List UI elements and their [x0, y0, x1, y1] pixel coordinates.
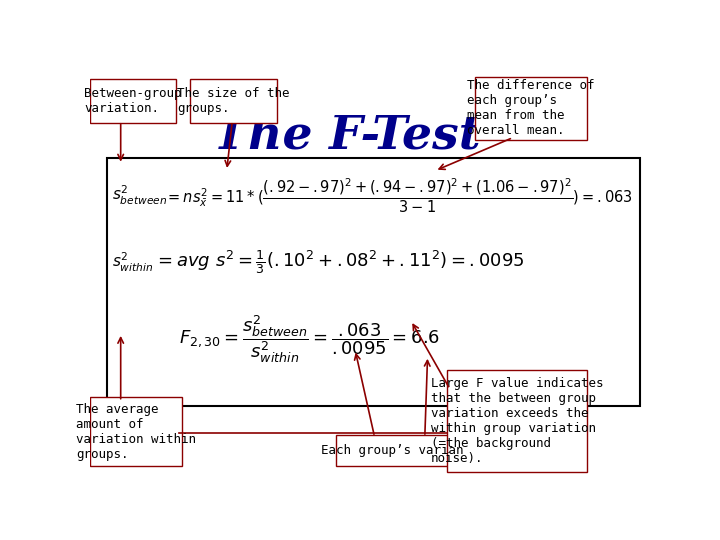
FancyBboxPatch shape — [475, 77, 587, 140]
Text: $= ns^2_{\bar{x}} = 11*(\dfrac{(.92-.97)^2+(.94-.97)^2+(1.06-.97)^2}{3-1}) = .06: $= ns^2_{\bar{x}} = 11*(\dfrac{(.92-.97)… — [166, 177, 633, 215]
FancyBboxPatch shape — [107, 158, 639, 406]
Text: $F_{2,30} = \dfrac{s^2_{between}}{s^2_{within}} = \dfrac{.063}{.0095} = 6.6$: $F_{2,30} = \dfrac{s^2_{between}}{s^2_{w… — [179, 313, 440, 365]
Text: $= avg\ s^2 = \frac{1}{3}(.10^2+.08^2+.11^2) = .0095$: $= avg\ s^2 = \frac{1}{3}(.10^2+.08^2+.1… — [154, 248, 525, 276]
Text: $s^2_{between}$: $s^2_{between}$ — [112, 184, 168, 207]
Text: The F-Test: The F-Test — [213, 112, 480, 158]
Text: The size of the
groups.: The size of the groups. — [177, 87, 290, 115]
FancyBboxPatch shape — [336, 435, 450, 466]
FancyBboxPatch shape — [190, 79, 277, 123]
FancyBboxPatch shape — [90, 79, 176, 123]
Text: Between-group
variation.: Between-group variation. — [84, 87, 182, 115]
Text: Each group’s varian: Each group’s varian — [321, 444, 464, 457]
FancyBboxPatch shape — [447, 370, 587, 472]
Text: $s^2_{within}$: $s^2_{within}$ — [112, 251, 154, 274]
Text: The difference of
each group’s
mean from the
overall mean.: The difference of each group’s mean from… — [467, 79, 595, 138]
Text: Large F value indicates
that the between group
variation exceeds the
within grou: Large F value indicates that the between… — [431, 377, 603, 465]
FancyBboxPatch shape — [90, 397, 182, 466]
Text: The average
amount of
variation within
groups.: The average amount of variation within g… — [76, 403, 196, 461]
